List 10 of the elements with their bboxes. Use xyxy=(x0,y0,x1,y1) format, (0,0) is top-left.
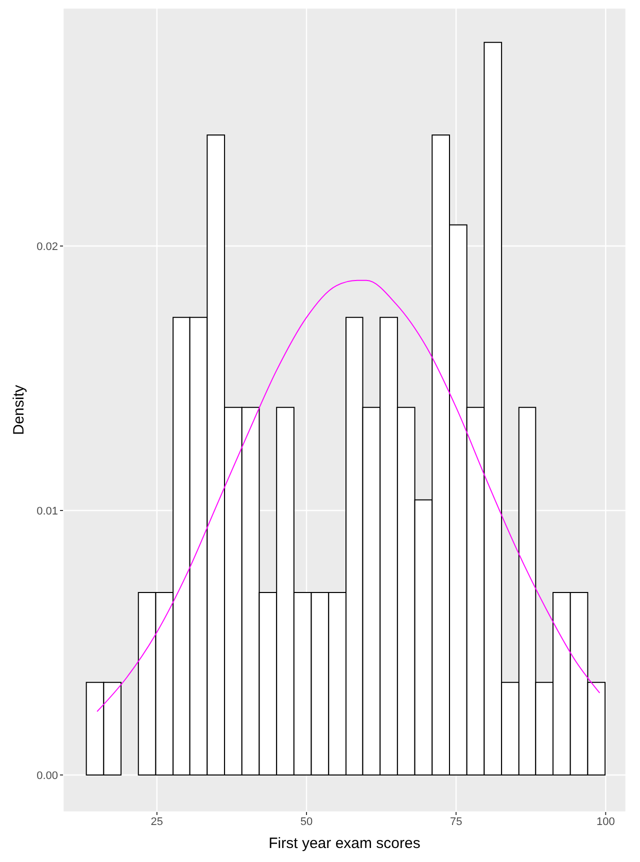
y-tick-label: 0.02 xyxy=(36,240,58,253)
x-tick-label: 50 xyxy=(300,816,313,828)
x-tick-label: 75 xyxy=(450,816,462,828)
x-tick-label: 100 xyxy=(596,816,615,828)
y-tick-label: 0.01 xyxy=(36,505,58,518)
y-tick-label: 0.00 xyxy=(36,770,58,782)
x-axis-title: First year exam scores xyxy=(268,835,420,852)
y-axis-title: Density xyxy=(10,384,28,436)
line-series xyxy=(96,280,600,712)
x-tick-label: 25 xyxy=(150,816,164,828)
